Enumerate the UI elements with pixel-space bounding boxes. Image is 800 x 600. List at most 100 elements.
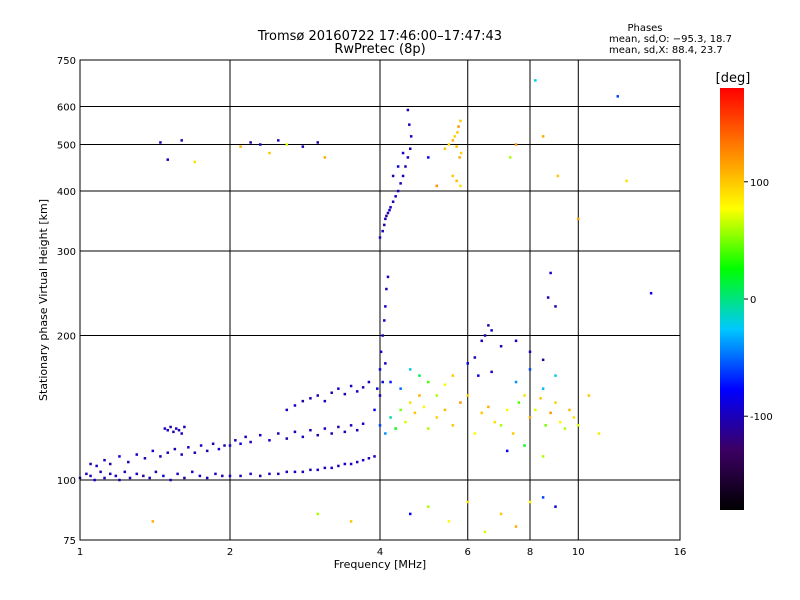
data-point: [514, 380, 518, 384]
data-point: [383, 223, 386, 227]
data-point: [625, 179, 628, 183]
data-point: [483, 334, 487, 337]
data-point: [539, 397, 542, 400]
colorbar-tick-label: 0: [750, 295, 756, 306]
data-point: [404, 165, 407, 168]
data-point: [103, 476, 106, 480]
data-point: [221, 474, 224, 478]
data-point: [93, 478, 96, 482]
data-point: [118, 455, 121, 458]
data-point: [514, 339, 518, 343]
data-point: [549, 271, 552, 275]
data-point: [89, 474, 92, 478]
data-point: [301, 470, 305, 474]
data-point: [174, 427, 178, 430]
data-point: [499, 344, 503, 348]
data-point: [563, 427, 567, 430]
data-point: [85, 472, 88, 476]
data-point: [453, 135, 456, 138]
data-point: [293, 404, 297, 407]
data-point: [459, 184, 462, 188]
data-point: [128, 476, 132, 480]
data-point: [99, 470, 102, 474]
data-point: [180, 139, 183, 142]
data-point: [401, 174, 405, 178]
data-point: [142, 474, 145, 478]
data-point: [323, 466, 327, 470]
data-point: [451, 424, 455, 427]
data-point: [389, 380, 392, 384]
data-point: [523, 394, 526, 397]
data-point: [285, 470, 289, 474]
data-point: [427, 427, 430, 430]
data-point: [277, 139, 280, 142]
data-point: [277, 472, 280, 476]
data-point: [413, 411, 417, 415]
data-point: [316, 468, 319, 472]
data-point: [587, 394, 591, 397]
data-point: [493, 420, 497, 424]
data-point: [541, 455, 545, 458]
data-point: [505, 408, 509, 412]
data-point: [285, 408, 289, 412]
data-point: [490, 370, 493, 374]
data-point: [183, 425, 186, 429]
data-point: [343, 430, 347, 434]
data-point: [534, 79, 537, 82]
data-point: [285, 437, 289, 440]
data-point: [480, 411, 483, 415]
x-axis-ticks: 1 2 4 6 8 10 16: [77, 547, 687, 558]
colorbar-tick-label: -100: [750, 412, 773, 423]
data-point: [568, 408, 571, 412]
data-point: [316, 141, 319, 144]
data-point: [239, 145, 242, 148]
data-point: [514, 143, 518, 146]
data-point: [316, 394, 319, 397]
data-point: [285, 143, 289, 146]
data-point: [483, 530, 487, 534]
data-point: [577, 217, 580, 221]
data-point: [386, 275, 390, 279]
data-point: [616, 95, 619, 98]
data-point: [309, 468, 312, 472]
y-tick-label: 100: [57, 476, 76, 487]
data-point: [373, 455, 376, 458]
data-point: [316, 433, 319, 437]
data-point: [528, 500, 532, 504]
data-point: [499, 512, 503, 516]
data-point: [546, 296, 550, 299]
stats-x-mode: mean, sd,X: 88.4, 23.7: [609, 45, 723, 56]
data-point: [268, 472, 271, 476]
data-point: [404, 420, 407, 424]
data-point: [381, 334, 384, 337]
data-point: [108, 462, 112, 466]
data-point: [198, 474, 202, 478]
data-point: [223, 444, 226, 447]
data-point: [330, 432, 333, 435]
data-point: [477, 374, 480, 377]
data-point: [205, 476, 209, 480]
data-point: [528, 368, 532, 371]
chart-subtitle: RwPretec (8p): [334, 42, 425, 57]
y-tick-label: 200: [57, 332, 76, 343]
data-points: [78, 79, 653, 534]
data-point: [457, 125, 460, 128]
data-point: [176, 472, 179, 476]
data-point: [418, 374, 421, 377]
data-point: [378, 236, 382, 239]
data-point: [505, 449, 509, 453]
data-point: [394, 427, 397, 430]
data-point: [401, 151, 405, 155]
x-tick-label: 6: [465, 547, 471, 558]
data-point: [205, 449, 209, 453]
x-tick-label: 10: [572, 547, 585, 558]
data-point: [234, 439, 237, 442]
data-point: [451, 174, 455, 178]
colorbar: [720, 88, 744, 510]
data-point: [443, 408, 447, 412]
data-point: [514, 525, 518, 528]
x-tick-label: 2: [227, 547, 233, 558]
data-point: [447, 143, 451, 146]
stats-o-mode: mean, sd,O: −95.3, 18.7: [609, 34, 732, 45]
data-point: [427, 380, 430, 384]
